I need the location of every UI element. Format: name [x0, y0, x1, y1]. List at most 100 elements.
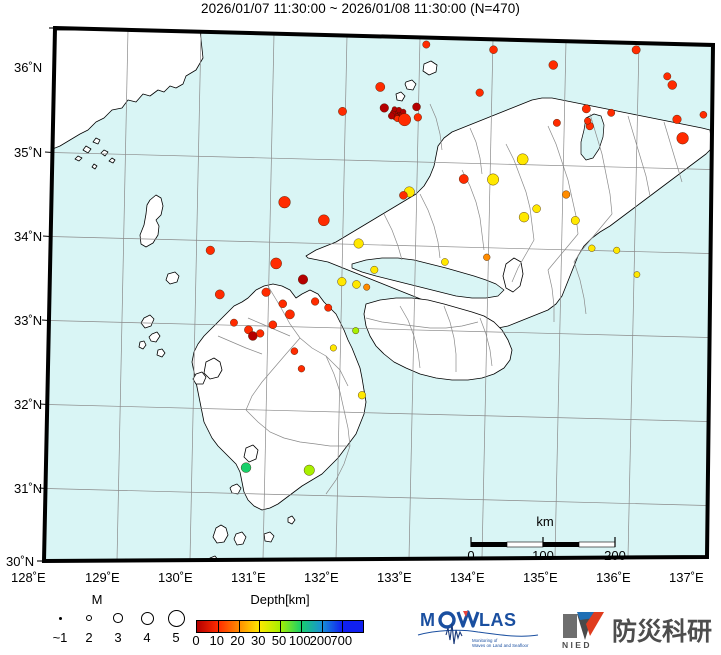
depth-legend-tick-200: 200 [309, 633, 332, 648]
awaji-island [502, 257, 524, 293]
scale-bar [470, 537, 616, 548]
depth-colorbar-segment-3 [259, 621, 280, 632]
epicenter-marker [329, 344, 337, 352]
landmasses [44, 29, 713, 561]
lat-label-34N: 34˚N [14, 229, 43, 244]
depth-legend-tick-0: 0 [192, 633, 200, 648]
epicenter-marker [487, 173, 499, 186]
iki-island [165, 271, 180, 285]
scalebar-tick-100: 100 [532, 548, 554, 563]
depth-colorbar-tickmark-6 [321, 621, 323, 632]
mowlas-logo[interactable]: M LAS Monitoring of Waves on Land and Se… [416, 608, 542, 650]
depth-colorbar-tickmark-3 [259, 621, 261, 632]
depth-colorbar-segment-7 [342, 621, 363, 632]
epicenter-marker [676, 132, 689, 145]
shikoku-island [363, 297, 513, 381]
svg-text:NIED: NIED [562, 640, 592, 650]
depth-colorbar-tickmark-2 [238, 621, 240, 632]
scalebar-unit-label: km [536, 514, 554, 529]
epicenter-marker [290, 347, 299, 355]
depth-colorbar-segment-5 [300, 621, 322, 632]
seto-inland-sea [351, 257, 505, 299]
lon-label-135E: 135˚E [523, 570, 558, 585]
epicenter-marker [379, 103, 389, 113]
epicenter-marker [552, 118, 561, 127]
epicenter-markers [205, 40, 708, 476]
depth-colorbar-tickmark-7 [342, 621, 344, 632]
svg-text:Waves on Land and Seafloor: Waves on Land and Seafloor [472, 643, 529, 648]
nied-name-ja: 防災科研 [612, 617, 712, 646]
svg-text:Monitoring of: Monitoring of [472, 638, 498, 643]
epicenter-marker [441, 258, 449, 266]
epicenter-marker [663, 72, 672, 81]
epicenter-marker [667, 80, 677, 90]
epicenter-marker [562, 190, 571, 199]
epicenter-marker [261, 287, 271, 297]
svg-text:M: M [420, 610, 436, 630]
lat-label-36N: 36˚N [14, 60, 43, 75]
epicenter-marker [699, 111, 708, 119]
scalebar-tick-200: 200 [604, 548, 626, 563]
magnitude-legend-label-0: ~1 [52, 630, 68, 645]
epicenter-marker [633, 271, 641, 278]
graticule [45, 29, 712, 561]
depth-colorbar-segment-6 [321, 621, 343, 632]
epicenter-marker [230, 318, 238, 327]
depth-colorbar-segment-4 [280, 621, 301, 632]
epicenter-marker [613, 246, 621, 254]
magnitude-legend-title: M [91, 592, 103, 607]
lat-label-35N: 35˚N [14, 145, 43, 160]
page-title: 2026/01/07 11:30:00 ~ 2026/01/08 11:30:0… [201, 1, 520, 16]
epicenter-marker [352, 327, 360, 335]
epicenter-marker [268, 320, 278, 329]
epicenter-marker [399, 191, 408, 200]
epicenter-marker [256, 329, 265, 338]
epicenter-marker [240, 462, 252, 473]
lat-label-33N: 33˚N [14, 313, 43, 328]
oki-islands [422, 60, 438, 76]
seismic-map[interactable]: km 0 100 200 [0, 18, 721, 570]
lat-label-32N: 32˚N [14, 397, 43, 412]
epicenter-marker [370, 265, 379, 274]
epicenter-marker [412, 102, 421, 112]
epicenter-marker [303, 464, 315, 476]
epicenter-marker [518, 212, 530, 223]
depth-colorbar-tickmark-5 [300, 621, 302, 632]
epicenter-marker [672, 114, 682, 124]
lon-label-136E: 136˚E [596, 570, 631, 585]
magnitude-legend-circle-1 [86, 615, 92, 621]
epicenter-marker [214, 289, 225, 300]
lon-label-132E: 132˚E [304, 570, 339, 585]
epicenter-marker [548, 60, 558, 70]
epicenter-marker [532, 204, 541, 213]
depth-legend-tick-10: 10 [209, 633, 224, 648]
epicenter-marker [458, 174, 469, 184]
epicenter-marker [483, 253, 491, 261]
scalebar-tick-0: 0 [467, 548, 475, 563]
epicenter-marker [607, 108, 616, 117]
epicenter-marker [298, 274, 308, 285]
depth-legend-tick-20: 20 [230, 633, 245, 648]
epicenter-marker [398, 113, 411, 127]
depth-colorbar-tickmark-1 [217, 621, 219, 632]
lon-label-129E: 129˚E [85, 570, 120, 585]
depth-colorbar[interactable] [196, 620, 364, 633]
magnitude-legend-circle-0 [58, 616, 62, 620]
epicenter-marker [357, 391, 367, 400]
epicenter-marker [631, 45, 641, 55]
depth-colorbar-tickmark-4 [280, 621, 281, 632]
epicenter-marker [297, 365, 306, 373]
depth-legend-title: Depth[km] [250, 592, 310, 607]
ocean-background [44, 28, 713, 561]
epicenter-marker [324, 303, 333, 312]
map-frame [41, 25, 716, 564]
lat-label-30N: 30˚N [6, 554, 35, 569]
epicenter-marker [270, 257, 282, 270]
epicenter-marker [318, 214, 330, 227]
epicenter-marker [363, 283, 371, 291]
depth-colorbar-segment-2 [238, 621, 260, 632]
epicenter-marker [353, 238, 364, 249]
depth-legend-tick-700: 700 [330, 633, 353, 648]
epicenter-marker [388, 112, 395, 120]
nied-logo[interactable]: NIED 防災科研 [560, 610, 712, 650]
